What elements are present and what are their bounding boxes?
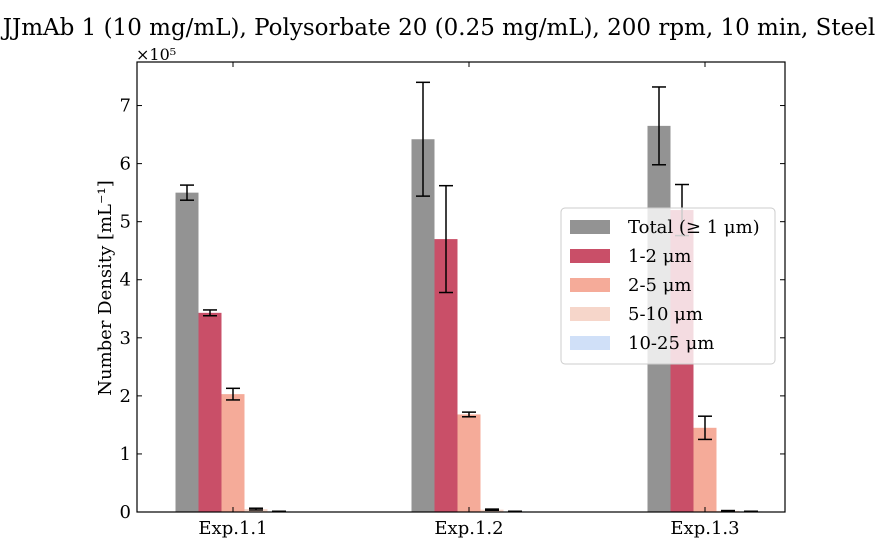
legend-label-5: 10-25 μm <box>628 333 714 354</box>
y-tick-label-4: 4 <box>120 270 131 291</box>
y-tick-label-2: 2 <box>120 386 131 407</box>
bar-3-3 <box>693 427 717 512</box>
legend-label-3: 2-5 μm <box>628 275 691 296</box>
bar-2-1 <box>198 312 222 512</box>
y-tick-label-1: 1 <box>120 444 131 465</box>
x-tick-label-2: Exp.1.3 <box>670 518 739 539</box>
bar-1-1 <box>175 192 199 513</box>
legend-frame <box>560 207 776 365</box>
bar-2-2 <box>434 239 458 512</box>
y-tick-label-3: 3 <box>120 328 131 349</box>
legend-label-2: 1-2 μm <box>628 246 691 267</box>
bar-1-2 <box>411 139 435 512</box>
bar-3-2 <box>457 414 481 512</box>
plot-frame <box>136 61 786 513</box>
bar-3-1 <box>221 394 245 512</box>
y-tick-label-7: 7 <box>120 96 131 117</box>
legend-label-4: 5-10 μm <box>628 304 703 325</box>
legend-swatch-4 <box>570 307 610 321</box>
legend-swatch-2 <box>570 249 610 263</box>
y-multiplier-label: ×10⁵ <box>136 45 176 64</box>
ticks-group: 0 1 2 3 4 5 6 7 Exp.1.1 Exp.1.2 Exp.1.3 <box>120 62 785 539</box>
bars-group <box>175 125 763 513</box>
y-tick-label-0: 0 <box>120 502 131 523</box>
legend: Total (≥ 1 μm) 1-2 μm 2-5 μm 5-10 μm 10-25 μ… <box>560 207 776 365</box>
y-tick-label-6: 6 <box>120 154 131 175</box>
error-bars-group <box>180 81 758 513</box>
x-tick-label-0: Exp.1.1 <box>198 518 267 539</box>
chart-title: JJmAb 1 (10 mg/mL), Polysorbate 20 (0.25… <box>1 15 875 41</box>
y-axis-label: Number Density [mL⁻¹] <box>95 180 116 396</box>
x-tick-label-1: Exp.1.2 <box>434 518 503 539</box>
legend-swatch-5 <box>570 336 610 350</box>
legend-swatch-3 <box>570 278 610 292</box>
legend-swatch-1 <box>570 220 610 234</box>
y-tick-label-5: 5 <box>120 212 131 233</box>
legend-label-1: Total (≥ 1 μm) <box>628 217 760 238</box>
